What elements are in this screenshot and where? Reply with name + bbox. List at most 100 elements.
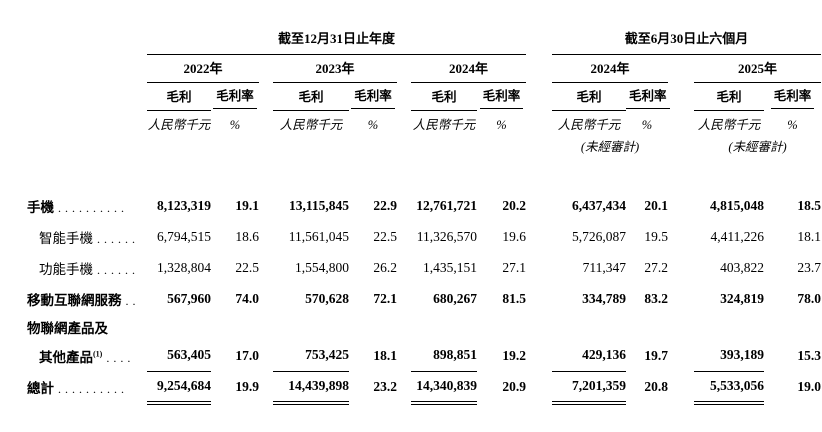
gross-margin-value: 18.1: [797, 228, 822, 244]
gross-margin-value: 19.7: [644, 347, 669, 363]
label-column-spacer: [1, 22, 147, 54]
unaudited-note: (未經審計): [580, 140, 640, 154]
percent-unit: %: [367, 118, 379, 132]
gross-profit-header: 毛利: [147, 82, 211, 111]
row-label: 其他產品(1)....: [1, 340, 147, 371]
table-row: 手機.......... 8,123,319 19.1 13,115,845 22.9 1…: [1, 190, 821, 221]
header-body-spacer: [1, 158, 821, 190]
label-column-spacer: [1, 54, 147, 82]
gross-profit-header: 毛利: [552, 82, 627, 111]
year-row: 2022年 2023年 2024年 2024年 2025年: [1, 54, 822, 83]
dot-leader: ..: [125, 293, 140, 308]
group-gap: [526, 283, 552, 314]
measure-row: 毛利 毛利率 毛利 毛利率 毛利 毛利率 毛利 毛利率 毛利 毛利率: [1, 82, 821, 111]
gross-profit-value: 570,628: [305, 290, 349, 306]
gross-margin-header: 毛利率: [477, 82, 526, 110]
gross-profit-value: 753,425: [273, 340, 349, 372]
gross-profit-value: 9,254,684: [147, 371, 211, 405]
gross-margin-value: 72.1: [373, 290, 397, 306]
gross-margin-value: 22.5: [373, 228, 397, 244]
gross-profit-value: 680,267: [433, 290, 477, 306]
gross-margin-value: 26.2: [373, 259, 397, 275]
group-gap: [526, 136, 552, 158]
gross-profit-value: 14,439,898: [273, 371, 349, 405]
gross-margin-value: 18.5: [797, 197, 822, 213]
column-gap: [668, 283, 694, 314]
gross-margin-value: 19.0: [797, 379, 822, 394]
table-row: 智能手機...... 6,794,515 18.6 11,561,045 22.5 11,…: [1, 221, 821, 252]
label-column-spacer: [1, 136, 147, 158]
column-gap: [397, 314, 411, 340]
group-gap: [526, 340, 552, 371]
gross-profit-value: 898,851: [411, 340, 477, 372]
gross-margin-header-label: 毛利率: [351, 85, 395, 109]
group-gap: [526, 190, 552, 221]
group-gap: [526, 221, 552, 252]
row-label-text: 手機: [27, 199, 54, 215]
gross-margin-value: 18.1: [373, 347, 397, 363]
gross-margin-value: 19.1: [235, 197, 259, 213]
annual-period-header: 截至12月31日止年度: [147, 22, 527, 55]
column-gap: [259, 283, 273, 314]
column-gap: [259, 221, 273, 252]
percent-unit: %: [496, 118, 507, 132]
gross-margin-header: 毛利率: [764, 82, 821, 110]
gross-profit-value: 1,554,800: [295, 259, 349, 275]
currency-unit: 人民幣千元: [412, 118, 476, 132]
row-label: 功能手機......: [1, 252, 147, 283]
column-gap: [397, 190, 411, 221]
row-label-text: 功能手機: [39, 261, 93, 277]
year-header-2023: 2023年: [273, 54, 397, 83]
percent-unit: %: [229, 118, 241, 132]
gross-margin-value: 83.2: [644, 290, 669, 306]
gross-margin-value: 23.7: [797, 259, 822, 275]
gross-profit-value: 8,123,319: [157, 197, 211, 213]
gross-margin-value: [477, 314, 526, 340]
year-header-2024-interim: 2024年: [552, 54, 669, 83]
row-label: 總計..........: [1, 371, 147, 403]
gross-margin-value: 18.6: [235, 228, 259, 244]
gross-margin-value: 15.3: [797, 347, 822, 363]
gross-margin-header-label: 毛利率: [213, 85, 257, 109]
column-gap: [259, 314, 273, 340]
column-gap: [397, 110, 411, 136]
gross-profit-value: [694, 314, 764, 340]
period-group-row: 截至12月31日止年度 截至6月30日止六個月: [1, 22, 822, 55]
gross-profit-value: 12,761,721: [416, 197, 477, 213]
currency-unit: 人民幣千元: [557, 118, 621, 132]
column-gap: [259, 340, 273, 371]
gross-profit-value: 563,405: [147, 340, 211, 372]
row-label-text: 智能手機: [39, 230, 93, 246]
gross-profit-header: 毛利: [411, 82, 477, 111]
gross-margin-value: [349, 314, 397, 340]
gross-profit-value: 1,435,151: [423, 259, 477, 275]
year-header-2024: 2024年: [411, 54, 527, 83]
row-label: 移動互聯網服務..: [1, 283, 147, 314]
gross-margin-value: [211, 314, 259, 340]
gross-margin-value: 19.6: [502, 228, 527, 244]
percent-unit: %: [641, 118, 653, 132]
gross-profit-value: [273, 314, 349, 340]
gross-margin-value: [764, 314, 821, 340]
column-gap: [397, 340, 411, 371]
group-gap: [526, 82, 552, 110]
gross-margin-value: 19.9: [235, 379, 259, 394]
gross-profit-value: 429,136: [552, 340, 627, 372]
currency-unit: 人民幣千元: [147, 118, 211, 132]
gross-margin-header: 毛利率: [626, 82, 670, 110]
group-gap: [526, 110, 552, 136]
gross-margin-value: 17.0: [235, 347, 259, 363]
row-label: 物聯網產品及: [1, 314, 147, 340]
column-gap: [668, 371, 694, 403]
table-row: 其他產品(1).... 563,405 17.0 753,425 18.1 898,851…: [1, 340, 822, 372]
gross-profit-value: 711,347: [582, 259, 627, 275]
group-gap: [526, 252, 552, 283]
column-gap: [397, 252, 411, 283]
table-row: 物聯網產品及: [1, 314, 821, 340]
column-gap: [397, 82, 411, 110]
gross-profit-header: 毛利: [273, 82, 349, 111]
row-label-text: 其他產品: [39, 349, 93, 365]
year-header-2025-interim: 2025年: [694, 54, 822, 83]
gross-profit-value: 14,340,839: [411, 371, 477, 405]
currency-unit: 人民幣千元: [279, 118, 343, 132]
